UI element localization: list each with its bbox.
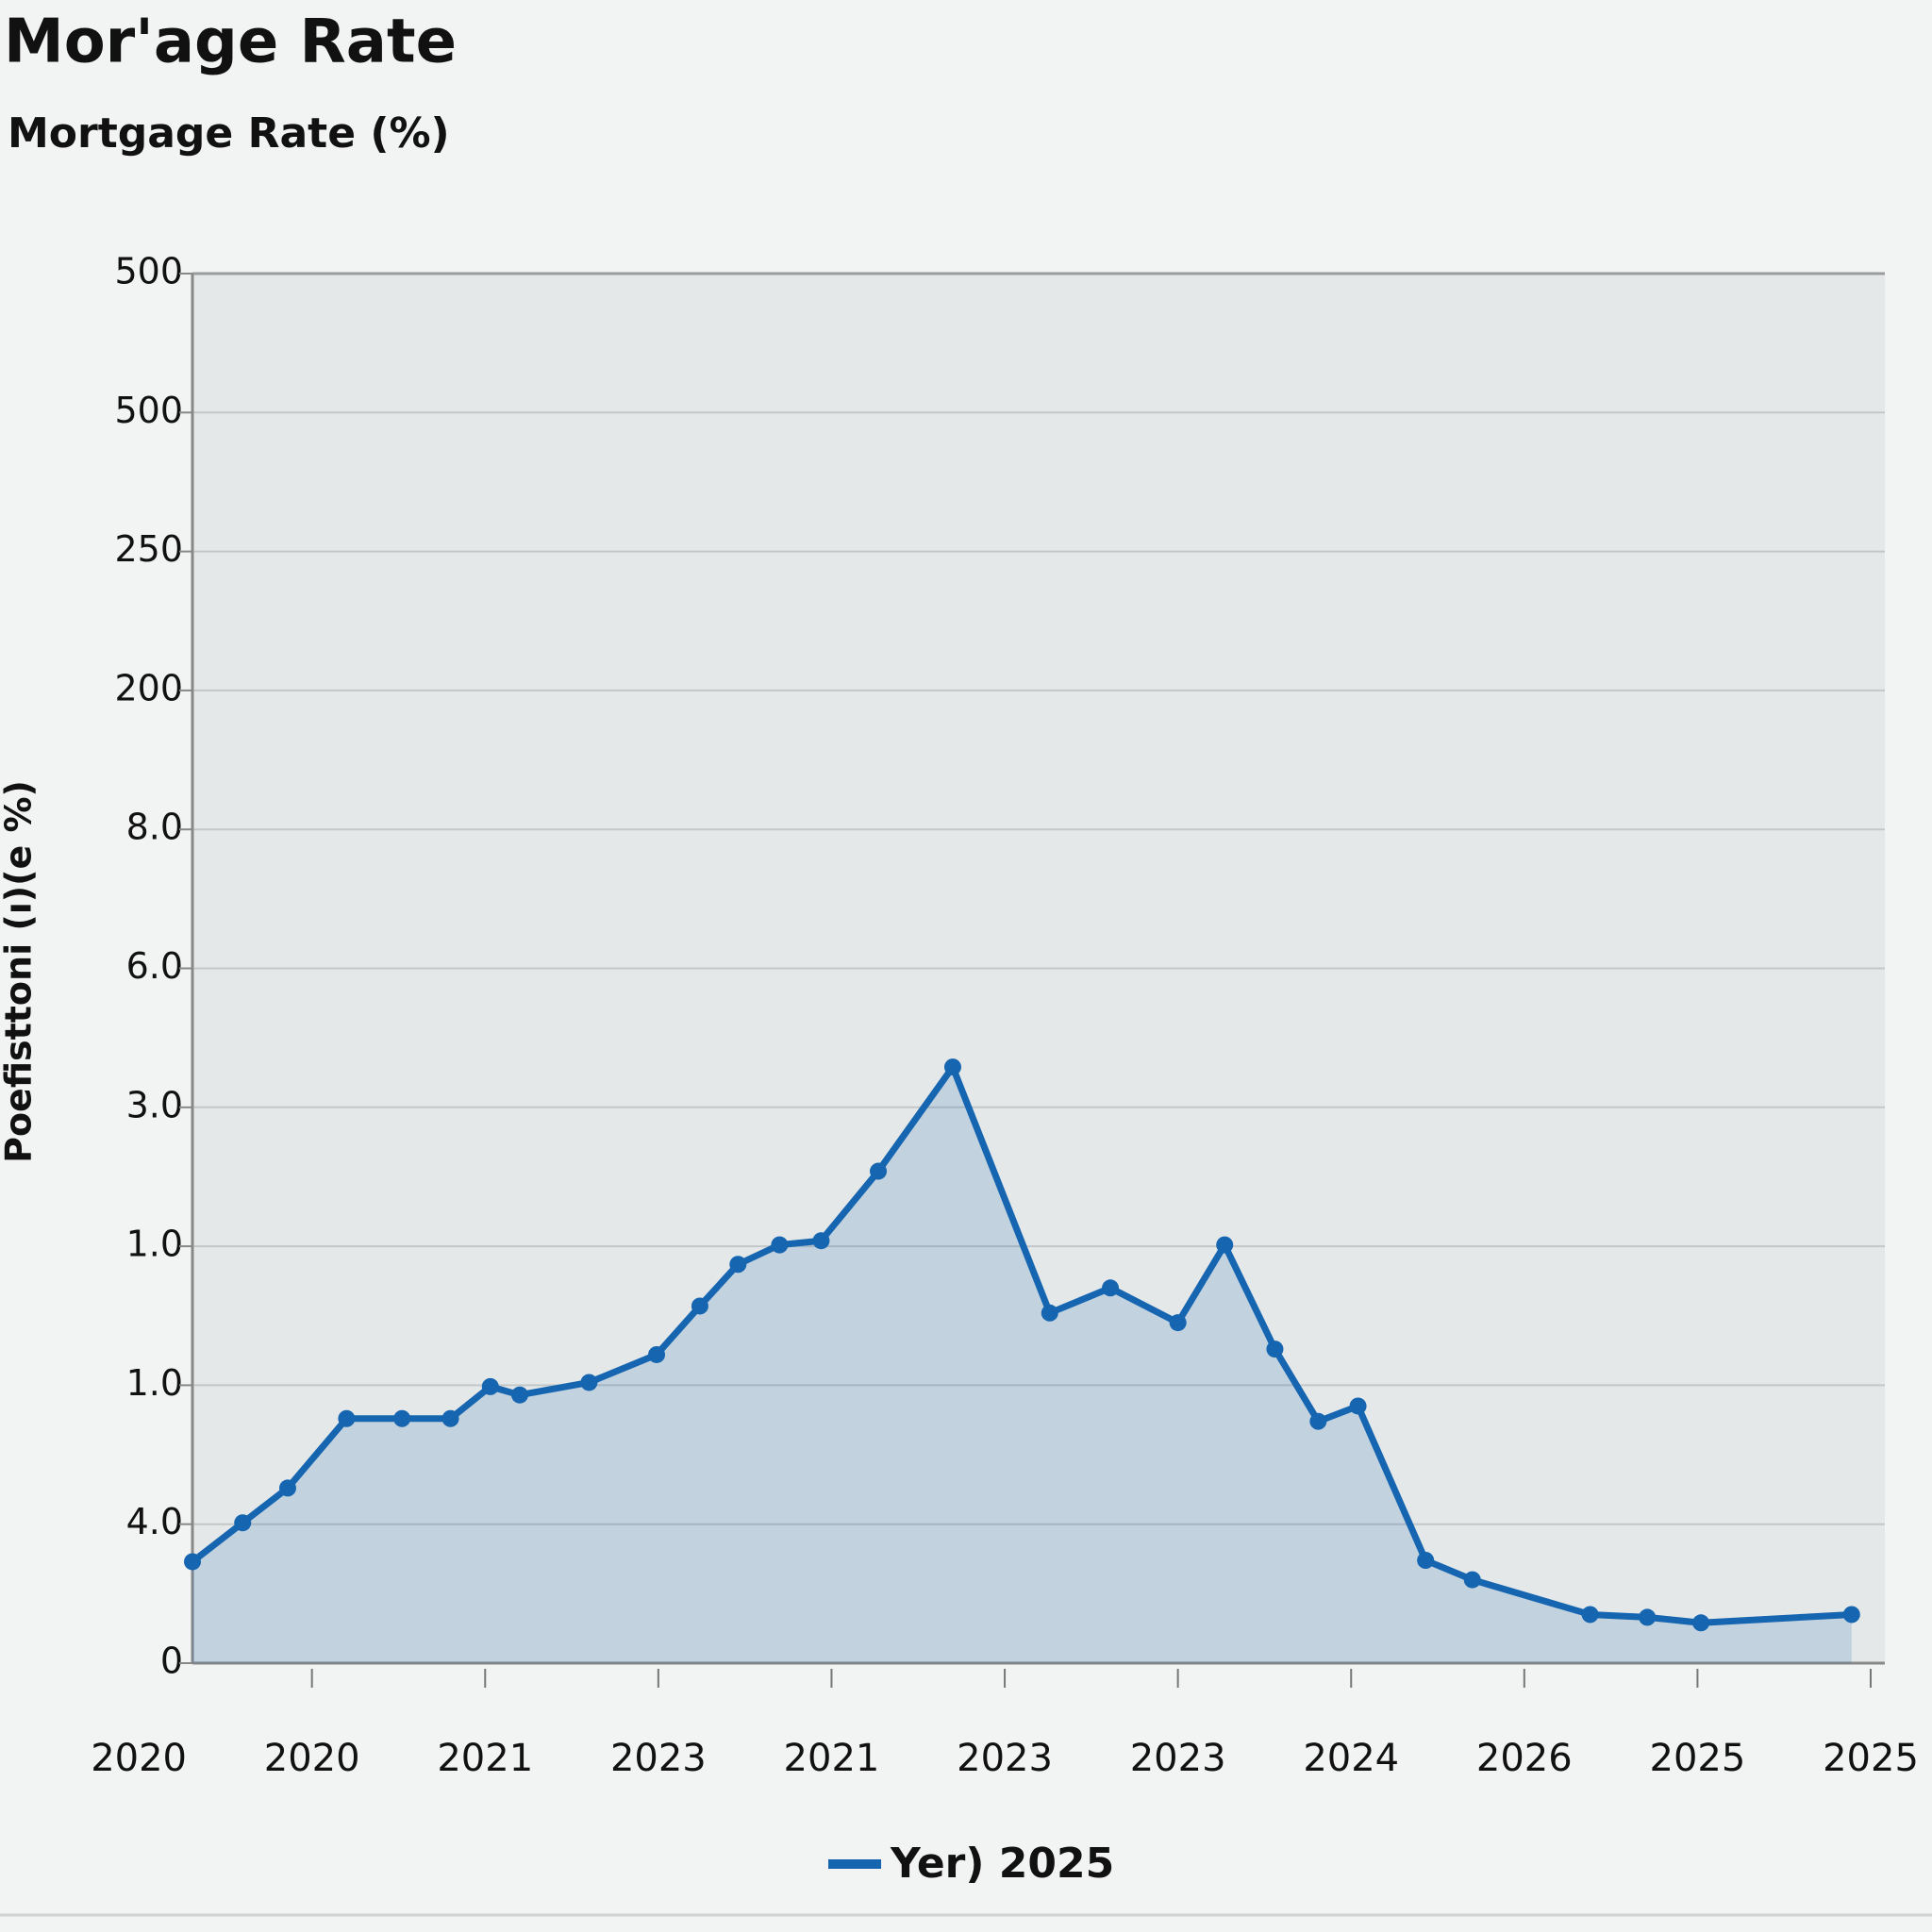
point <box>943 1058 961 1076</box>
x-tick-label: 2020 <box>91 1737 187 1780</box>
point <box>510 1386 528 1404</box>
point <box>1581 1606 1599 1624</box>
chart-title: Mor'age Rate <box>4 8 457 77</box>
x-tick-label: 2026 <box>1476 1737 1573 1780</box>
point <box>481 1377 499 1395</box>
point <box>278 1479 296 1497</box>
point <box>870 1162 888 1180</box>
point <box>184 1553 201 1571</box>
y-tick-label: 250 <box>114 528 183 570</box>
y-tick-label: 1.0 <box>126 1362 183 1404</box>
x-tick-label: 2025 <box>1650 1737 1746 1780</box>
point <box>1692 1614 1710 1632</box>
point <box>648 1345 666 1363</box>
y-tick-label: 200 <box>114 667 183 708</box>
x-tick-label: 2023 <box>957 1737 1053 1780</box>
point <box>1041 1304 1058 1322</box>
chart-subtitle: Mortgage Rate (%) <box>8 109 450 158</box>
x-tick-label: 2024 <box>1303 1737 1399 1780</box>
y-tick-label: 4.0 <box>126 1501 183 1542</box>
y-tick-label: 1.0 <box>126 1224 183 1265</box>
y-tick-label: 0 <box>160 1641 183 1682</box>
point <box>771 1236 789 1254</box>
x-tick-label: 2023 <box>1130 1737 1226 1780</box>
y-tick-label: 500 <box>114 390 183 431</box>
x-tick-label: 2025 <box>1823 1737 1919 1780</box>
y-tick-label: 6.0 <box>126 945 183 987</box>
point <box>729 1256 747 1274</box>
point <box>1169 1314 1187 1332</box>
point <box>1417 1551 1435 1569</box>
point <box>1309 1412 1327 1430</box>
point <box>1102 1279 1120 1297</box>
point <box>393 1409 411 1427</box>
point <box>691 1297 708 1315</box>
y-axis-label: Poefisttoni (ı)(e %) <box>0 780 40 1163</box>
point <box>234 1514 252 1532</box>
point <box>580 1374 598 1391</box>
point <box>1266 1341 1284 1358</box>
area <box>192 1067 1852 1663</box>
y-tick-label: 8.0 <box>126 807 183 848</box>
x-tick-label: 2023 <box>610 1737 707 1780</box>
x-tick-label: 2021 <box>784 1737 880 1780</box>
y-tick-label: 3.0 <box>126 1084 183 1125</box>
point <box>1216 1236 1234 1254</box>
x-tick-label: 2020 <box>264 1737 360 1780</box>
legend-label: Yer) 2025 <box>890 1840 1114 1888</box>
point <box>1639 1608 1657 1626</box>
x-tick-label: 2021 <box>437 1737 533 1780</box>
point <box>812 1232 830 1250</box>
point <box>1349 1397 1367 1415</box>
point <box>338 1409 356 1427</box>
point <box>1463 1571 1481 1589</box>
point <box>1842 1606 1860 1624</box>
point <box>441 1409 459 1427</box>
y-tick-label: 500 <box>114 251 183 292</box>
